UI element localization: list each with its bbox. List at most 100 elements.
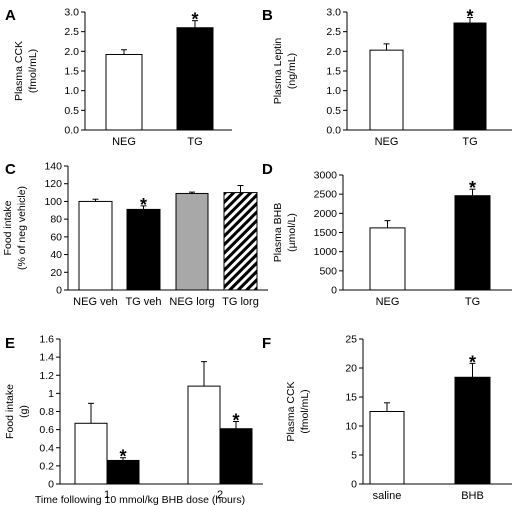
panel-F: F Plasma CCK (fmol/mL) 0 5 10 15 20 25 saline * BHB xyxy=(262,334,512,502)
bar xyxy=(78,200,113,291)
y-tick-label: 20 xyxy=(345,363,357,375)
y-tick-label: 80 xyxy=(50,214,62,226)
x-tick-label: TG veh xyxy=(125,296,161,308)
bar xyxy=(369,49,404,131)
significance-marker: * xyxy=(232,410,239,430)
y-tick-label: 0.5 xyxy=(326,105,341,117)
bar xyxy=(223,192,258,291)
x-tick-label: TG lorg xyxy=(222,296,259,308)
y-axis-label: (ng/mL) xyxy=(286,53,298,89)
y-tick-label: 10 xyxy=(345,421,357,433)
y-tick-label: 2.5 xyxy=(64,26,79,38)
y-tick-label: 0.4 xyxy=(39,442,54,454)
y-tick-label: 0 xyxy=(48,479,54,491)
significance-marker: * xyxy=(466,7,473,27)
y-tick-label: 1 xyxy=(48,388,54,400)
y-tick-label: 2.5 xyxy=(326,26,341,38)
panel-A: A Plasma CCK (fmol/mL) 0.0 0.5 1.0 1.5 2.0 2.5 3.… xyxy=(5,7,232,148)
y-tick-label: 0.2 xyxy=(39,460,54,472)
y-axis-label: (g) xyxy=(18,405,30,418)
y-tick-label: 0 xyxy=(331,285,337,297)
y-tick-label: 1.0 xyxy=(64,85,79,97)
y-axis-label: (fmol/mL) xyxy=(27,49,39,93)
y-tick-label: 1.6 xyxy=(39,334,54,346)
y-tick-label: 3.0 xyxy=(64,7,79,19)
bar xyxy=(219,428,253,485)
panel-label: E xyxy=(5,335,15,352)
bar xyxy=(454,376,491,485)
y-tick-label: 40 xyxy=(50,249,62,261)
significance-marker: * xyxy=(119,447,126,467)
x-tick-label: NEG xyxy=(112,136,136,148)
panel-label: D xyxy=(262,161,273,178)
y-axis-label: (fmol/mL) xyxy=(299,389,311,433)
y-tick-label: 3.0 xyxy=(326,7,341,19)
significance-marker: * xyxy=(469,178,476,198)
y-tick-label: 0.0 xyxy=(326,125,341,137)
y-tick-label: 25 xyxy=(345,334,357,346)
panel-D: D Plasma BHB (µmol/L) 0 500 1000 1500 2000 2500 3… xyxy=(262,161,512,308)
y-tick-label: 0 xyxy=(351,479,357,491)
x-tick-label: NEG xyxy=(375,136,399,148)
x-tick-label: TG xyxy=(462,136,477,148)
bar xyxy=(176,27,214,131)
y-axis-label: Plasma BHB xyxy=(272,203,284,263)
y-axis-label: Plasma CCK xyxy=(13,41,25,101)
panel-E: E Food intake (g) 0 0.2 0.4 0.6 0.8 1 1.2 1.4 1.6 * 1… xyxy=(4,334,263,505)
bar xyxy=(187,385,221,485)
y-tick-label: 0.0 xyxy=(64,125,79,137)
y-tick-label: 1000 xyxy=(314,246,338,258)
x-tick-label: TG xyxy=(465,296,480,308)
panel-label: F xyxy=(262,335,271,352)
y-axis-label: (µmol/L) xyxy=(286,213,298,252)
panel-label: C xyxy=(5,161,16,178)
bar xyxy=(105,53,143,131)
significance-marker: * xyxy=(469,352,476,372)
y-tick-label: 2500 xyxy=(314,189,338,201)
bar xyxy=(453,22,487,131)
bar xyxy=(454,195,491,291)
y-tick-label: 0 xyxy=(56,285,62,297)
bar xyxy=(369,227,406,291)
y-tick-label: 140 xyxy=(44,161,62,173)
bar xyxy=(175,192,209,291)
x-tick-label: saline xyxy=(373,490,402,502)
y-tick-label: 120 xyxy=(44,178,62,190)
y-tick-label: 1.5 xyxy=(326,66,341,78)
y-tick-label: 1.5 xyxy=(64,66,79,78)
y-axis-label: (% of neg vehicle) xyxy=(16,186,28,270)
significance-marker: * xyxy=(191,10,198,30)
y-tick-label: 1.2 xyxy=(39,370,54,382)
x-tick-label: NEG veh xyxy=(73,296,118,308)
y-tick-label: 2000 xyxy=(314,208,338,220)
y-axis-label: Food intake xyxy=(2,200,14,255)
bar xyxy=(74,422,108,485)
y-tick-label: 0.6 xyxy=(39,424,54,436)
y-tick-label: 0.8 xyxy=(39,406,54,418)
y-tick-label: 1.0 xyxy=(326,85,341,97)
x-tick-label: TG xyxy=(187,136,202,148)
x-tick-label: BHB xyxy=(461,490,484,502)
y-axis-label: Plasma Leptin xyxy=(272,38,284,105)
y-tick-label: 3000 xyxy=(314,170,338,182)
panel-C: C Food intake (% of neg vehicle) 0 20 40 60 80 1… xyxy=(2,161,268,308)
y-axis-label: Food intake xyxy=(4,384,16,439)
y-tick-label: 100 xyxy=(44,196,62,208)
y-tick-label: 2.0 xyxy=(326,46,341,58)
y-tick-label: 500 xyxy=(319,265,337,277)
y-tick-label: 0.5 xyxy=(64,105,79,117)
bar xyxy=(369,411,405,485)
y-tick-label: 5 xyxy=(351,450,357,462)
bar xyxy=(126,208,161,291)
x-tick-label: 2 xyxy=(217,489,223,501)
panel-label: B xyxy=(262,7,273,24)
x-tick-label: NEG xyxy=(376,296,400,308)
y-tick-label: 60 xyxy=(50,231,62,243)
x-tick-label: NEG lorg xyxy=(169,296,214,308)
panel-B: B Plasma Leptin (ng/mL) 0.0 0.5 1.0 1.5 2.0 2.5 3… xyxy=(262,7,512,148)
y-tick-label: 15 xyxy=(345,392,357,404)
y-tick-label: 1500 xyxy=(314,227,338,239)
y-tick-label: 20 xyxy=(50,267,62,279)
y-tick-label: 2.0 xyxy=(64,46,79,58)
